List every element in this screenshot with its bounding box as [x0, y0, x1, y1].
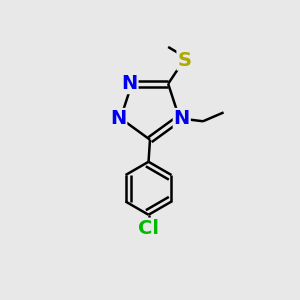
Text: N: N: [121, 74, 138, 93]
Text: N: N: [174, 109, 190, 128]
Text: N: N: [110, 109, 126, 128]
Text: S: S: [177, 51, 191, 70]
Text: Cl: Cl: [138, 218, 159, 238]
